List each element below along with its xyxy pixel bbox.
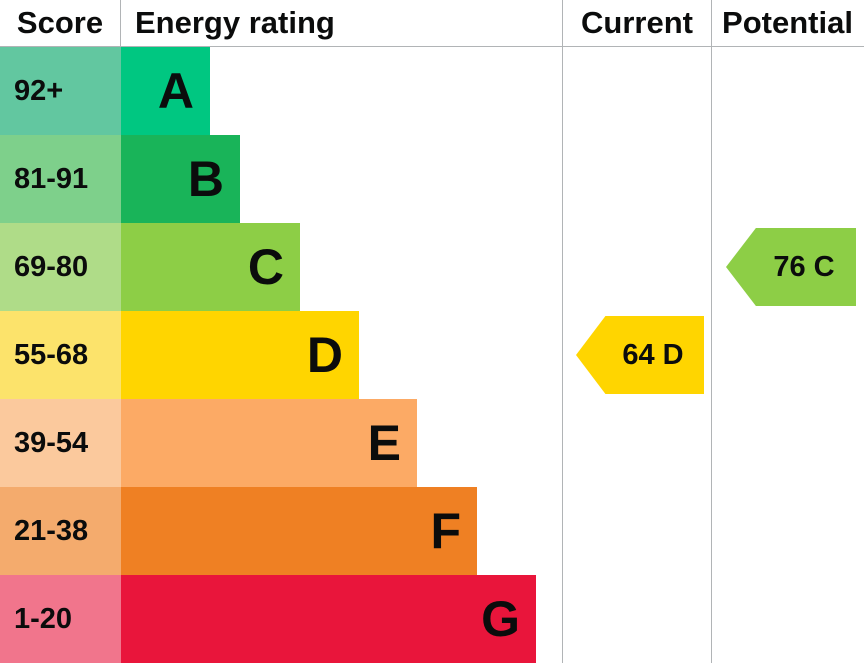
band-row: 69-80 C 76 C [0,223,864,311]
chart-body: 92+ A 81-91 B [0,47,864,663]
band-letter: C [247,239,284,295]
current-value-cell [562,575,711,663]
score-column-header: Score [0,0,121,46]
band-row: 81-91 B [0,135,864,223]
current-value-cell [562,47,711,135]
band-bar-cell: D [121,311,562,399]
band-bar: F [121,487,477,575]
potential-rating-arrow: 76 C [726,228,856,306]
band-row: 1-20 G [0,575,864,663]
band-bar-cell: G [121,575,562,663]
band-bar: E [121,399,417,487]
score-range-cell: 39-54 [0,399,121,487]
band-bar-cell: E [121,399,562,487]
band-letter: A [157,63,194,119]
current-value-cell [562,223,711,311]
potential-column-header: Potential [711,0,863,46]
band-bar: C [121,223,300,311]
score-range-cell: 21-38 [0,487,121,575]
band-row: 39-54 E [0,399,864,487]
potential-value-cell [711,135,863,223]
band-bar-cell: F [121,487,562,575]
current-rating-label: 64 D [622,338,684,371]
current-value-cell [562,135,711,223]
score-range-cell: 92+ [0,47,121,135]
band-bar: B [121,135,240,223]
band-letter: G [481,591,520,647]
band-bar-cell: B [121,135,562,223]
score-range-cell: 69-80 [0,223,121,311]
current-value-cell [562,487,711,575]
current-column-header: Current [562,0,711,46]
band-row: 92+ A [0,47,864,135]
potential-value-cell [711,575,863,663]
current-rating-arrow: 64 D [576,316,704,394]
potential-value-cell [711,47,863,135]
current-value-cell: 64 D [562,311,711,399]
band-bar: G [121,575,536,663]
score-range-cell: 55-68 [0,311,121,399]
potential-value-cell [711,487,863,575]
energy-rating-column-header: Energy rating [135,5,335,40]
potential-value-cell [711,311,863,399]
band-bar-cell: C [121,223,562,311]
potential-value-cell: 76 C [711,223,863,311]
current-value-cell [562,399,711,487]
band-row: 55-68 D 64 D [0,311,864,399]
band-letter: E [367,415,401,471]
band-letter: F [430,503,461,559]
band-row: 21-38 F [0,487,864,575]
score-range-cell: 1-20 [0,575,121,663]
potential-rating-label: 76 C [773,250,835,283]
potential-value-cell [711,399,863,487]
score-range-cell: 81-91 [0,135,121,223]
band-bar: D [121,311,359,399]
chart-header: Score Energy rating Current Potential [0,0,864,47]
band-bar: A [121,47,210,135]
band-letter: B [187,151,224,207]
band-bar-cell: A [121,47,562,135]
band-letter: D [306,327,343,383]
